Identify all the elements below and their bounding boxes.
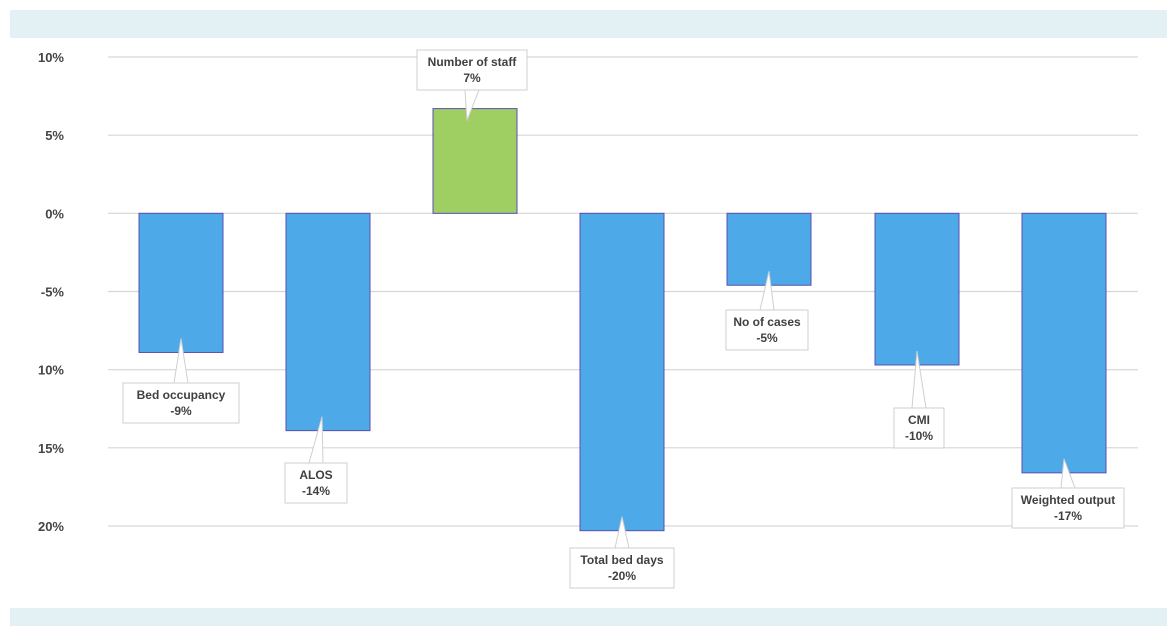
y-tick-label: 10% xyxy=(38,50,64,65)
category-label: Total bed days xyxy=(580,553,663,567)
callout-box xyxy=(725,309,809,351)
y-tick-label: 10% xyxy=(38,363,64,378)
bar-cmi xyxy=(874,212,960,366)
y-tick-label: 15% xyxy=(38,441,64,456)
category-label: Number of staff xyxy=(428,55,518,69)
category-label: ALOS xyxy=(299,468,332,482)
callout-box xyxy=(416,49,528,91)
bar-bed-occupancy xyxy=(138,212,224,353)
category-label: No of cases xyxy=(733,315,801,329)
data-label: -10% xyxy=(905,429,933,443)
y-axis-ticks: 10% 5% 0% -5% 10% 15% 20% xyxy=(38,50,64,534)
bar-total-bed-days xyxy=(579,212,665,532)
category-label: CMI xyxy=(908,413,930,427)
callout-box xyxy=(1011,487,1125,529)
category-label: Weighted output xyxy=(1021,493,1115,507)
callout-box xyxy=(893,407,945,449)
top-band xyxy=(10,10,1167,38)
bottom-band xyxy=(10,608,1167,626)
data-label: -5% xyxy=(756,331,778,345)
data-label: -17% xyxy=(1054,509,1082,523)
y-tick-label: -5% xyxy=(41,285,65,300)
data-label: -9% xyxy=(170,404,192,418)
callouts: Bed occupancy -9% ALOS -14% Number of staff 7… xyxy=(122,49,1125,589)
y-tick-label: 5% xyxy=(45,128,64,143)
data-label: 7% xyxy=(463,71,481,85)
bar-weighted-output xyxy=(1021,212,1107,474)
y-tick-label: 20% xyxy=(38,519,64,534)
bars xyxy=(138,108,1107,532)
bar-alos xyxy=(285,212,371,432)
callout-box xyxy=(569,547,675,589)
callout-leaders xyxy=(173,89,1076,549)
data-label: -14% xyxy=(302,484,330,498)
category-label: Bed occupancy xyxy=(137,388,226,402)
bar-number-of-staff xyxy=(432,108,518,214)
callout-box xyxy=(122,382,240,424)
data-label: -20% xyxy=(608,569,636,583)
callout-box xyxy=(284,462,348,504)
y-tick-label: 0% xyxy=(45,206,64,221)
